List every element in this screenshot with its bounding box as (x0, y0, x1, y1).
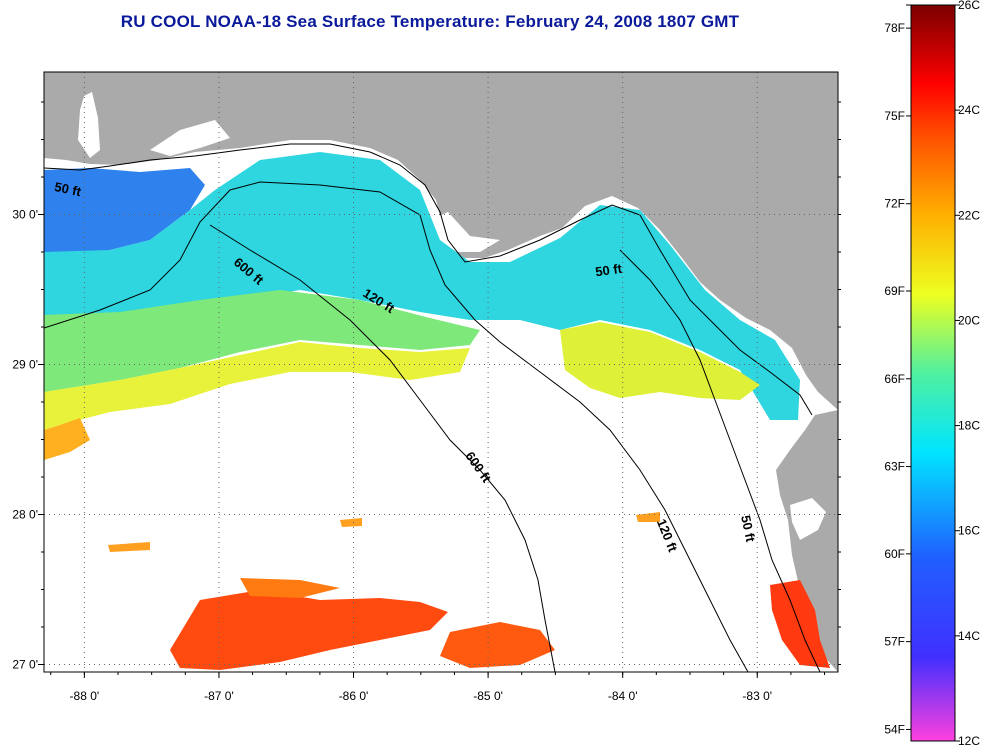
bay-apalachicola (430, 212, 500, 252)
colorbar-label-f: 57F (884, 635, 905, 649)
sst-patch-yellow-east (560, 322, 760, 400)
land-peninsula (776, 410, 838, 672)
y-tick-label: 29 0' (12, 358, 38, 372)
x-tick-label: -88 0' (70, 689, 100, 703)
contour-120ft (44, 181, 749, 672)
sst-patch-red-south (170, 590, 448, 670)
colorbar-label-c: 20C (958, 313, 980, 327)
map-title: RU COOL NOAA-18 Sea Surface Temperature:… (120, 12, 740, 31)
y-tick-label: 28 0' (12, 508, 38, 522)
x-tick-label: -86 0' (339, 689, 369, 703)
x-tick-label: -85 0' (473, 689, 503, 703)
colorbar-labels: 78F 75F 72F 69F 66F 63F 60F 57F 54F 26C 24C 22C 20C 1… (884, 0, 980, 748)
bay-pensacola (150, 120, 230, 156)
map-frame (43, 71, 839, 673)
y-tick-label: 27 0' (12, 658, 38, 672)
bay-tampa (790, 498, 826, 540)
colorbar-label-f: 66F (884, 372, 905, 386)
colorbar-label-c: 14C (958, 629, 980, 643)
colorbar-label-f: 72F (884, 197, 905, 211)
sst-patch-orange-sw (44, 418, 90, 460)
contour-label: 50 ft (53, 179, 83, 199)
colorbar-label-c: 22C (958, 208, 980, 222)
colorbar-label-c: 16C (958, 524, 980, 538)
sst-patch-red-se (770, 580, 830, 668)
colorbar-gradient (910, 4, 956, 742)
contour-50ft-east (619, 249, 821, 672)
x-tick-label: -84 0' (608, 689, 638, 703)
colorbar-label-c: 24C (958, 103, 980, 117)
sst-patch-green (44, 290, 480, 392)
bathymetry-contours (44, 143, 821, 672)
colorbar-label-f: 69F (884, 284, 905, 298)
land-north-coast (44, 72, 838, 410)
colorbar-label-f: 78F (884, 21, 905, 35)
colorbar-label-c: 12C (958, 734, 980, 748)
y-tick-label: 30 0' (12, 208, 38, 222)
contour-600ft (209, 224, 556, 672)
colorbar-label-f: 54F (884, 722, 905, 736)
colorbar-label-f: 75F (884, 109, 905, 123)
contour-50ft-west (44, 143, 813, 416)
colorbar-label-c: 18C (958, 419, 980, 433)
x-tick-label: -83 0' (742, 689, 772, 703)
sst-patch-red-mid (440, 622, 555, 668)
colorbar-label-f: 63F (884, 460, 905, 474)
x-tick-label: -87 0' (204, 689, 234, 703)
sst-patch-aqua-band (44, 152, 800, 420)
bay-mobile (78, 92, 100, 158)
contour-label: 50 ft (594, 261, 623, 280)
sst-patch-orange-south (240, 578, 340, 598)
colorbar-label-c: 26C (958, 0, 980, 12)
colorbar-label-f: 60F (884, 547, 905, 561)
sst-patch-cool-west (44, 168, 205, 256)
sst-patch-yellow (44, 342, 470, 430)
axis-ticks: -88 0' -87 0' -86 0' -85 0' -84 0' -83 0' 30 0… (12, 101, 841, 703)
sst-swath (44, 152, 830, 670)
graticule (44, 72, 838, 672)
colorbar: 78F 75F 72F 69F 66F 63F 60F 57F 54F 26C 24C 22C 20C 1… (884, 0, 980, 748)
contour-label: 50 ft (738, 514, 758, 544)
